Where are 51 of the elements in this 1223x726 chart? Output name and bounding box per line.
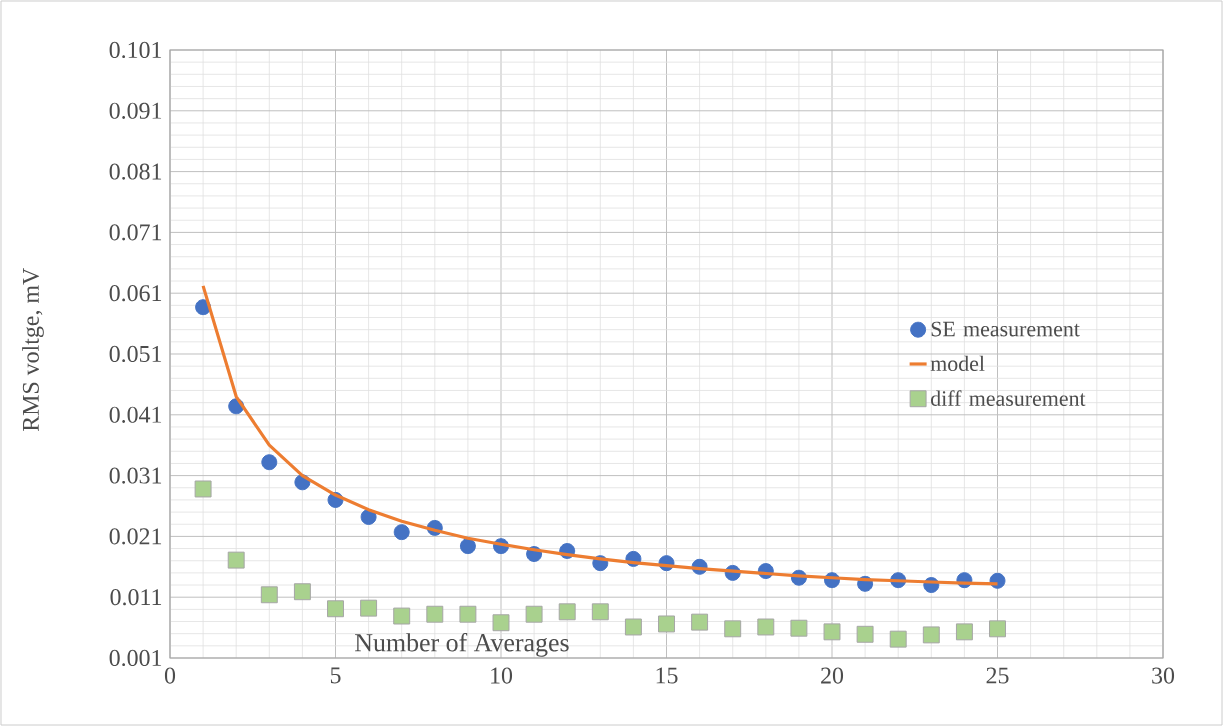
point bbox=[525, 605, 543, 623]
point bbox=[426, 605, 444, 623]
point bbox=[955, 623, 973, 641]
y-tick-label: 0.101 bbox=[109, 41, 162, 59]
y-tick-label: 0.051 bbox=[109, 345, 162, 363]
point bbox=[492, 614, 510, 632]
x-tick-label: 5 bbox=[330, 667, 341, 684]
x-axis-title: Number of Averages bbox=[355, 632, 569, 657]
y-tick-label: 0.091 bbox=[109, 102, 162, 119]
legend-label: diff measurement bbox=[931, 390, 1086, 406]
point bbox=[393, 524, 410, 541]
y-tick-label: 0.041 bbox=[109, 406, 162, 423]
point bbox=[624, 618, 642, 636]
point bbox=[558, 603, 576, 621]
point bbox=[459, 538, 476, 555]
y-tick-label: 0.001 bbox=[109, 649, 162, 667]
x-tick-label: 25 bbox=[986, 667, 1009, 684]
legend-label: SE measurement bbox=[931, 321, 1080, 337]
point bbox=[393, 607, 411, 625]
y-tick-label: 0.061 bbox=[109, 285, 162, 302]
y-axis-title: RMS voltge, mV bbox=[22, 267, 44, 432]
x-tick-label: 10 bbox=[491, 667, 513, 684]
x-tick-label: 0 bbox=[164, 667, 176, 684]
point bbox=[194, 480, 212, 498]
point bbox=[691, 613, 709, 631]
point bbox=[360, 599, 378, 617]
point bbox=[261, 454, 278, 471]
point bbox=[724, 620, 742, 638]
point bbox=[327, 600, 344, 618]
y-tick-label: 0.031 bbox=[109, 467, 162, 484]
point bbox=[856, 625, 874, 643]
x-tick-label: 15 bbox=[656, 667, 678, 684]
point bbox=[889, 630, 907, 648]
point bbox=[922, 626, 940, 644]
point bbox=[790, 619, 808, 637]
y-tick-label: 0.021 bbox=[109, 528, 162, 545]
x-tick-label: 30 bbox=[1152, 667, 1175, 684]
y-tick-label: 0.081 bbox=[109, 163, 162, 180]
legend-label: model bbox=[930, 355, 985, 372]
point bbox=[658, 615, 675, 633]
y-tick-label: 0.071 bbox=[109, 224, 162, 241]
y-tick-label: 0.011 bbox=[110, 589, 162, 606]
point bbox=[293, 583, 311, 601]
point bbox=[459, 605, 477, 623]
point bbox=[989, 620, 1006, 638]
point bbox=[260, 586, 278, 604]
point bbox=[757, 618, 775, 636]
point bbox=[591, 603, 609, 621]
x-tick-label: 20 bbox=[821, 667, 844, 684]
point bbox=[227, 551, 245, 569]
point bbox=[823, 623, 841, 641]
